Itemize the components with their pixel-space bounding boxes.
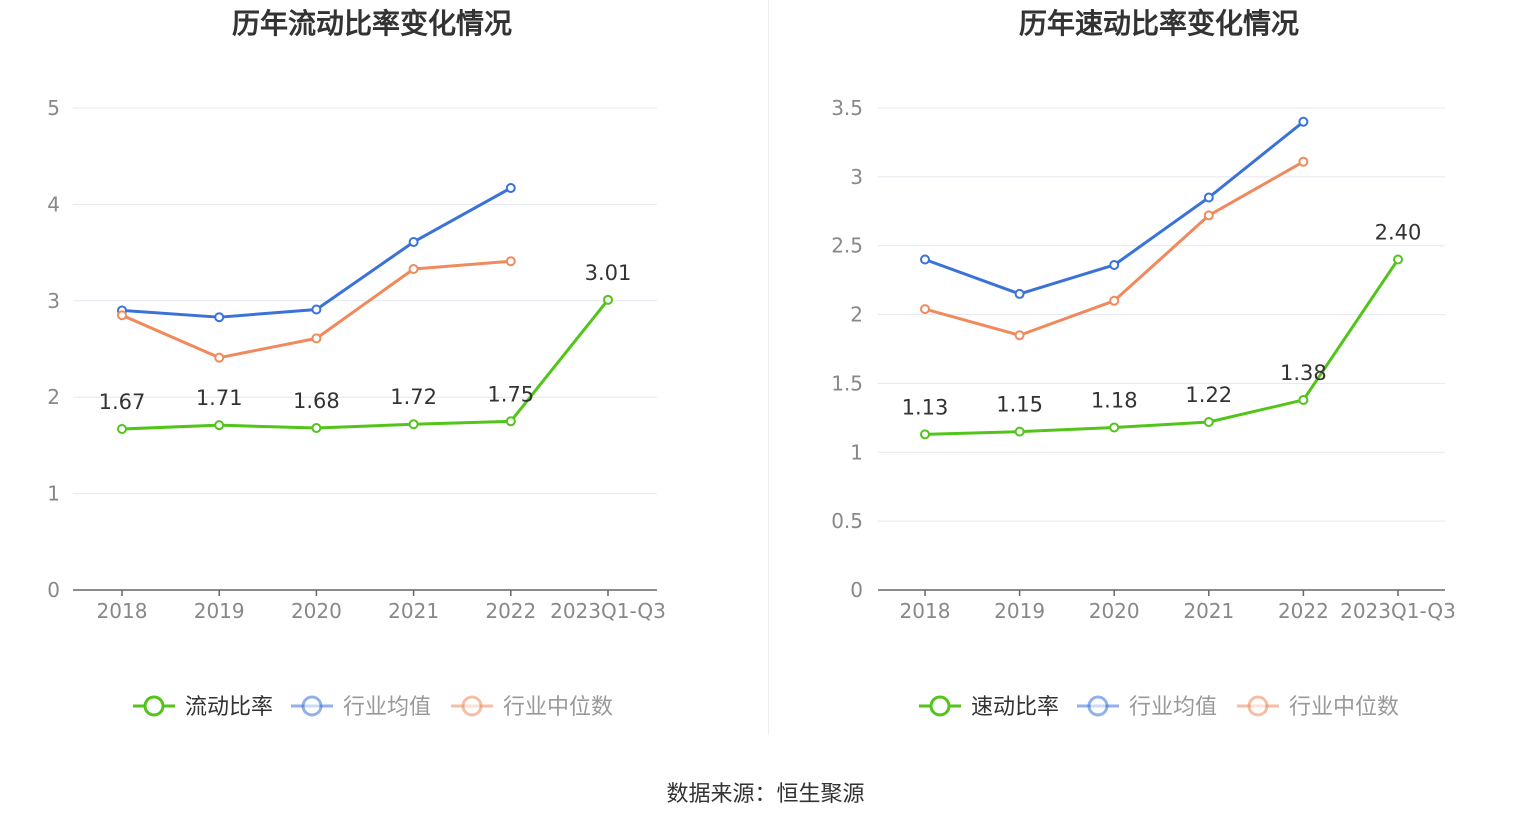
data-point-industry-avg[interactable] xyxy=(1298,116,1309,127)
data-point-company[interactable] xyxy=(1393,254,1403,265)
legend-label: 行业均值 xyxy=(1129,695,1217,720)
data-point-industry-median[interactable] xyxy=(920,304,930,315)
data-point-company[interactable] xyxy=(505,416,516,427)
data-point-industry-median[interactable] xyxy=(408,263,419,274)
data-point-industry-avg[interactable] xyxy=(311,304,322,315)
y-tick-label: 4 xyxy=(47,192,60,216)
y-tick-label: 0.5 xyxy=(831,509,863,533)
data-point-company[interactable] xyxy=(1014,426,1025,437)
data-label: 1.75 xyxy=(487,382,534,406)
data-point-industry-median[interactable] xyxy=(1109,295,1120,306)
data-label: 2.40 xyxy=(1375,220,1422,244)
x-tick-label: 2021 xyxy=(388,599,439,623)
y-tick-label: 3.5 xyxy=(831,96,863,120)
legend-marker xyxy=(143,695,165,717)
y-tick-label: 2 xyxy=(850,303,863,327)
data-label: 1.38 xyxy=(1280,361,1327,385)
quick-ratio-chart: 历年速动比率变化情况 0 0.5 1 1.5 2 2.5 3 3.5 2018 2019 2020 20… xyxy=(831,7,1456,720)
data-label: 1.68 xyxy=(293,389,340,413)
data-point-industry-median[interactable] xyxy=(1203,210,1214,221)
data-point-industry-avg[interactable] xyxy=(214,312,225,323)
data-point-company[interactable] xyxy=(1298,394,1309,405)
data-point-industry-median[interactable] xyxy=(1014,330,1025,341)
data-point-industry-avg[interactable] xyxy=(1014,288,1025,299)
data-point-company[interactable] xyxy=(920,429,930,440)
series-line-industry-median xyxy=(924,160,1305,337)
data-point-company[interactable] xyxy=(1109,422,1120,433)
legend-marker xyxy=(1247,695,1269,717)
chart-title: 历年速动比率变化情况 xyxy=(1019,7,1299,40)
data-point-company[interactable] xyxy=(603,294,613,305)
y-tick-label: 3 xyxy=(850,165,863,189)
y-tick-label: 3 xyxy=(47,289,60,313)
data-point-industry-avg[interactable] xyxy=(505,183,516,194)
legend-label: 行业中位数 xyxy=(1289,695,1399,720)
data-point-industry-median[interactable] xyxy=(117,310,127,321)
data-point-company[interactable] xyxy=(1203,416,1214,427)
legend-label: 行业均值 xyxy=(343,695,431,720)
x-tick-label: 2021 xyxy=(1183,599,1234,623)
y-tick-label: 1.5 xyxy=(831,371,863,395)
data-label: 3.01 xyxy=(585,261,632,285)
legend-item-industry-avg[interactable]: 行业均值 xyxy=(291,695,431,720)
legend-marker xyxy=(1087,695,1109,717)
legend-marker xyxy=(461,695,483,717)
legend-item-industry-median[interactable]: 行业中位数 xyxy=(1237,695,1399,720)
data-point-industry-median[interactable] xyxy=(311,333,322,344)
series-line-industry-avg xyxy=(121,186,512,319)
data-point-company[interactable] xyxy=(117,424,127,435)
y-tick-label: 1 xyxy=(47,482,60,506)
data-label: 1.18 xyxy=(1091,388,1138,412)
data-source: 数据来源：恒生聚源 xyxy=(666,782,865,807)
y-tick-label: 2.5 xyxy=(831,234,863,258)
y-tick-label: 1 xyxy=(850,440,863,464)
current-ratio-chart: 历年流动比率变化情况 0 1 2 3 4 5 2018 2019 2020 2021 2022 2023… xyxy=(47,7,666,720)
data-point-company[interactable] xyxy=(408,419,419,430)
x-tick-label: 2020 xyxy=(1089,599,1140,623)
legend-item-company[interactable]: 速动比率 xyxy=(919,695,1059,720)
x-tick-label: 2022 xyxy=(1278,599,1329,623)
legend-label: 行业中位数 xyxy=(503,695,613,720)
x-tick-label: 2019 xyxy=(194,599,245,623)
data-label: 1.67 xyxy=(99,390,146,414)
chart-title: 历年流动比率变化情况 xyxy=(232,7,512,40)
legend-marker xyxy=(301,695,323,717)
data-label: 1.72 xyxy=(390,385,437,409)
legend-item-company[interactable]: 流动比率 xyxy=(133,695,273,720)
data-point-company[interactable] xyxy=(214,420,225,431)
data-label: 1.22 xyxy=(1185,383,1232,407)
x-tick-label: 2018 xyxy=(97,599,148,623)
data-point-industry-avg[interactable] xyxy=(1203,192,1214,203)
data-label: 1.15 xyxy=(996,393,1043,417)
data-point-industry-median[interactable] xyxy=(214,352,225,363)
series-line-company xyxy=(121,298,610,431)
legend-label: 流动比率 xyxy=(185,695,273,720)
data-point-company[interactable] xyxy=(311,423,322,434)
x-tick-label: 2022 xyxy=(485,599,536,623)
panel-divider xyxy=(768,0,769,735)
legend-marker xyxy=(929,695,951,717)
data-point-industry-median[interactable] xyxy=(505,256,516,267)
data-point-industry-avg[interactable] xyxy=(1109,259,1120,270)
data-point-industry-avg[interactable] xyxy=(920,254,930,265)
legend-label: 速动比率 xyxy=(971,695,1059,720)
x-tick-label: 2019 xyxy=(994,599,1045,623)
x-tick-label: 2018 xyxy=(900,599,951,623)
x-tick-label: 2023Q1-Q3 xyxy=(1340,599,1456,623)
x-tick-label: 2023Q1-Q3 xyxy=(550,599,666,623)
data-label: 1.13 xyxy=(902,395,949,419)
y-tick-label: 2 xyxy=(47,385,60,409)
y-tick-label: 0 xyxy=(850,578,863,602)
legend-item-industry-median[interactable]: 行业中位数 xyxy=(451,695,613,720)
data-point-industry-avg[interactable] xyxy=(408,236,419,247)
x-tick-label: 2020 xyxy=(291,599,342,623)
legend-item-industry-avg[interactable]: 行业均值 xyxy=(1077,695,1217,720)
data-label: 1.71 xyxy=(196,386,243,410)
y-tick-label: 5 xyxy=(47,96,60,120)
data-point-industry-median[interactable] xyxy=(1298,156,1309,167)
series-line-company xyxy=(924,258,1400,436)
y-tick-label: 0 xyxy=(47,578,60,602)
